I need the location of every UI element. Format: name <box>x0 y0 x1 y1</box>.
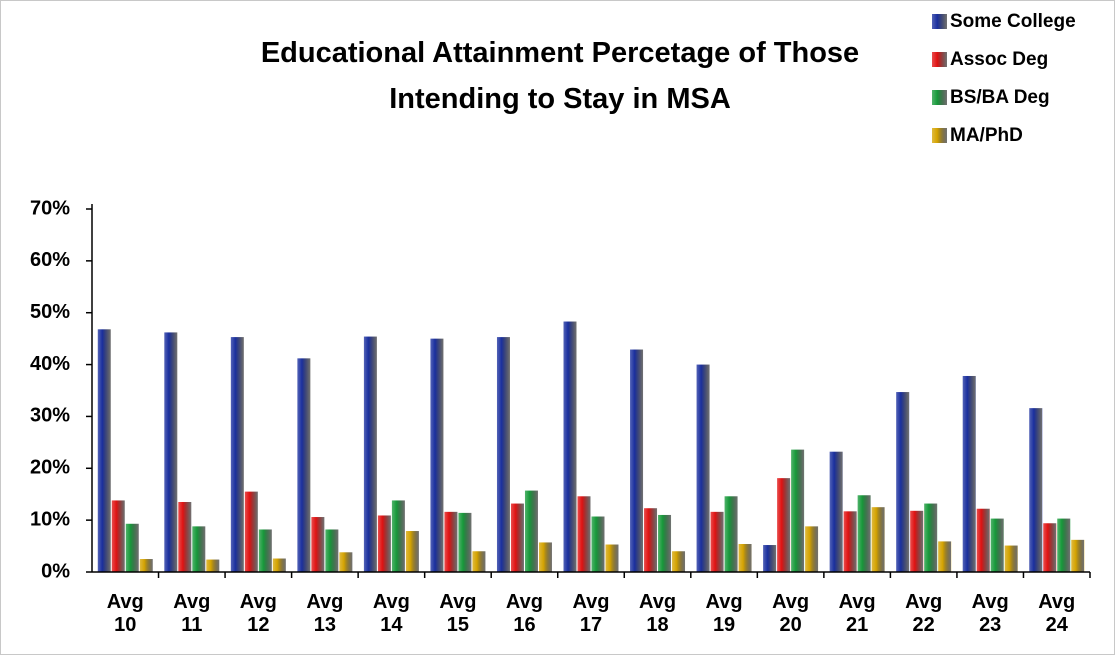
x-tick-label: Avg 23 <box>971 591 1009 636</box>
bar <box>577 496 591 572</box>
legend-swatch <box>932 14 947 29</box>
x-tick-label: Avg 13 <box>306 591 344 636</box>
bar <box>630 349 644 572</box>
bar <box>924 503 938 572</box>
y-tick-label: 60% <box>30 249 70 271</box>
x-tick-label: Avg 15 <box>439 591 477 636</box>
y-tick-label: 20% <box>30 457 70 479</box>
bar <box>206 559 220 572</box>
y-tick-label: 10% <box>30 508 70 530</box>
y-tick-label: 40% <box>30 353 70 375</box>
bar <box>178 501 192 572</box>
x-tick-label: Avg 24 <box>1038 591 1076 636</box>
bar <box>125 523 139 572</box>
x-tick-label: Avg 12 <box>239 591 277 636</box>
x-tick-label: Avg 18 <box>639 591 677 636</box>
bar <box>458 512 472 572</box>
bar <box>192 526 206 572</box>
bar <box>962 375 976 572</box>
bar <box>805 526 819 572</box>
bar <box>496 337 510 572</box>
x-tick-label: Avg 19 <box>705 591 743 636</box>
bar <box>763 545 777 572</box>
bar <box>696 364 710 572</box>
legend-label: BS/BA Deg <box>950 87 1050 108</box>
bar <box>710 511 724 572</box>
bar <box>1004 545 1018 572</box>
x-tick-label: Avg 16 <box>505 591 543 636</box>
x-tick-label: Avg 21 <box>838 591 876 636</box>
bar <box>843 511 857 572</box>
bar <box>1071 539 1085 572</box>
bar <box>591 516 605 572</box>
bar <box>510 503 524 572</box>
bar <box>363 336 377 572</box>
legend-swatch <box>932 52 947 67</box>
bar <box>97 329 111 572</box>
bar <box>990 518 1004 572</box>
bar <box>297 358 311 572</box>
bar <box>444 511 458 572</box>
legend-label: Assoc Deg <box>950 49 1048 70</box>
bar <box>896 392 910 572</box>
bar <box>111 500 125 572</box>
bar <box>230 337 244 572</box>
bar <box>563 321 577 572</box>
bar <box>658 514 672 572</box>
x-tick-label: Avg 20 <box>772 591 810 636</box>
bar <box>377 515 391 572</box>
bar <box>738 543 752 572</box>
bar <box>272 558 286 572</box>
bar <box>244 491 258 572</box>
bar <box>829 451 843 572</box>
bar <box>777 478 791 572</box>
bar <box>871 507 885 572</box>
bar <box>524 490 538 572</box>
bar <box>405 531 419 572</box>
y-tick-label: 0% <box>41 560 70 582</box>
y-tick-label: 50% <box>30 301 70 323</box>
bar <box>164 332 178 572</box>
legend-label: MA/PhD <box>950 125 1023 146</box>
bar <box>430 338 444 572</box>
x-tick-label: Avg 14 <box>372 591 410 636</box>
legend-swatch <box>932 90 947 105</box>
bar <box>1029 408 1043 572</box>
x-tick-label: Avg 11 <box>173 591 211 636</box>
bar <box>311 517 325 572</box>
legend-label: Some College <box>950 11 1076 32</box>
bar <box>791 449 805 572</box>
bar <box>857 495 871 572</box>
x-tick-label: Avg 17 <box>572 591 610 636</box>
bar <box>538 542 552 572</box>
y-tick-label: 70% <box>30 197 70 219</box>
x-tick-label: Avg 22 <box>905 591 943 636</box>
x-tick-label: Avg 10 <box>106 591 144 636</box>
bar <box>339 552 353 572</box>
legend-swatch <box>932 128 947 143</box>
bar <box>644 508 658 572</box>
bar <box>325 529 339 572</box>
bar <box>472 551 486 572</box>
bar <box>910 510 924 572</box>
bar <box>1043 523 1057 572</box>
bar <box>1057 518 1071 572</box>
bar <box>672 551 686 572</box>
chart-title: Educational Attainment Percetage of Thos… <box>260 37 860 115</box>
y-tick-label: 30% <box>30 405 70 427</box>
bar <box>938 541 952 572</box>
bar <box>258 529 272 572</box>
bar <box>724 496 738 572</box>
bar <box>391 500 405 572</box>
bar <box>976 508 990 572</box>
bar <box>139 559 153 572</box>
bar <box>605 544 619 572</box>
